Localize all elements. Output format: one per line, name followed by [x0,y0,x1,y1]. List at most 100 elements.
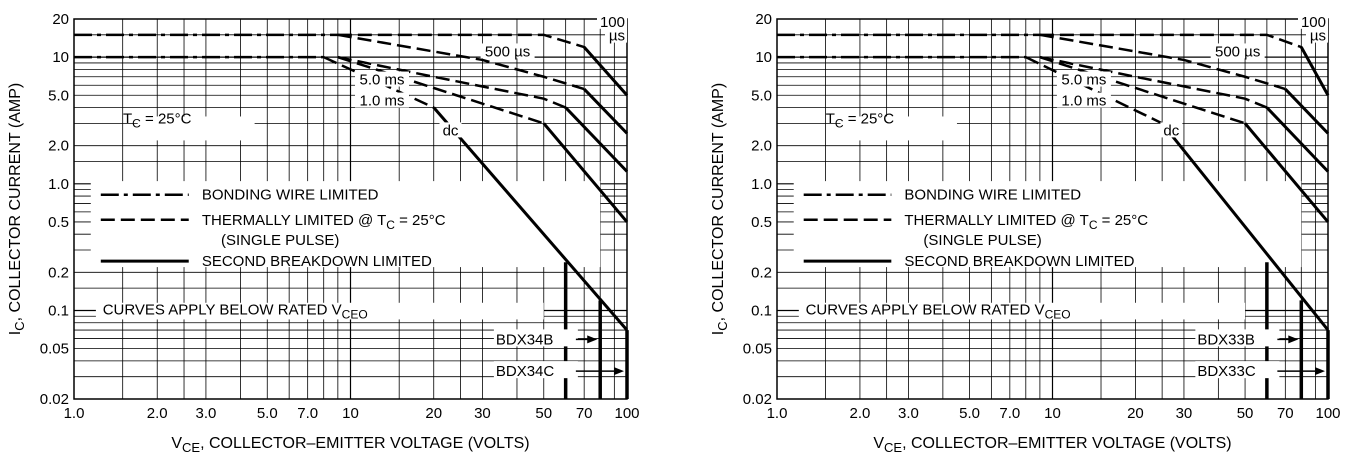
curve-label-bg [480,43,535,59]
x-tick-label: 20 [425,405,442,422]
legend-bonding-text: BONDING WIRE LIMITED [202,187,379,204]
tc-box [840,116,957,141]
x-tick-label: 1.0 [64,405,85,422]
curve-label-bg [1056,71,1111,87]
y-tick-label: 10 [52,49,69,66]
x-tick-label: 1.0 [767,405,788,422]
y-tick-label: 1.0 [48,176,69,193]
curve-500-s-solid [583,87,629,135]
y-tick-label: 0.1 [751,302,772,319]
curve-5-0-ms-solid [1265,106,1330,173]
curve-100-s-solid [1299,46,1330,96]
device-label: BDX34B [496,331,554,348]
curves-apply-note: CURVES APPLY BELOW RATED VCEO [806,301,1071,321]
curve-label: 5.0 ms [359,72,404,89]
x-tick-label: 3.0 [898,405,919,422]
plot-frame [776,18,1329,400]
curve-label: 100 [600,14,625,31]
x-tick-label: 70 [1277,405,1294,422]
curve-label: 5.0 ms [1061,72,1106,89]
device-label: BDX34C [496,363,555,380]
curve-5-0-ms-dash [337,55,567,109]
y-axis-label: IC, COLLECTOR CURRENT (AMP) [7,83,27,335]
x-axis-label: VCE, COLLECTOR–EMITTER VOLTAGE (VOLTS) [171,435,529,455]
x-tick-label: 100 [1315,405,1340,422]
x-tick-label: 10 [1044,405,1061,422]
device-arrow-head [1288,335,1299,344]
y-tick-label: 0.02 [743,391,772,408]
y-tick-label: 0.1 [48,302,69,319]
curve-5-0-ms-solid [564,106,629,173]
x-tick-label: 50 [1237,405,1254,422]
curve-label: 1.0 ms [1061,93,1106,110]
curve-label: 1.0 ms [359,93,404,110]
curve-label: µs [1310,28,1326,45]
device-label-bg [493,329,578,347]
curve-1-0-ms-dash [1039,55,1246,125]
y-tick-label: 1.0 [751,176,772,193]
curve-dc-dash [1025,56,1163,125]
x-tick-label: 30 [474,405,491,422]
legend-single-pulse: (SINGLE PULSE) [221,232,339,249]
curve-label-bg [1298,13,1328,29]
y-tick-label: 0.05 [743,341,772,358]
x-tick-label: 70 [576,405,593,422]
device-label-bg [1195,329,1280,347]
curve-label-bg [1160,122,1183,138]
curve-label: dc [1163,122,1179,139]
curve-label: 500 µs [485,43,530,60]
curve-1-0-ms-dash [337,55,545,125]
curve-label-bg [1210,43,1265,59]
legend-bonding-text: BONDING WIRE LIMITED [904,187,1081,204]
device-arrow-head [587,335,598,344]
curve-label-bg [597,13,627,29]
legend-thermal-text: THERMALLY LIMITED @ TC = 25°C [904,212,1148,232]
y-tick-label: 20 [755,11,772,28]
curve-label-bg [355,92,410,108]
curve-5-0-ms-dash [1039,55,1268,109]
y-tick-label: 0.5 [48,214,69,231]
x-tick-label: 7.0 [999,405,1020,422]
x-tick-label: 50 [535,405,552,422]
x-tick-label: 2.0 [850,405,871,422]
x-tick-label: 100 [614,405,639,422]
curve-500-s-solid [1284,87,1330,135]
legend-second-text: SECOND BREAKDOWN LIMITED [904,253,1134,270]
curve-label: 500 µs [1215,43,1260,60]
x-tick-label: 10 [342,405,359,422]
curve-dc-solid [432,106,629,332]
y-axis-label: IC, COLLECTOR CURRENT (AMP) [710,83,730,335]
x-tick-label: 7.0 [297,405,318,422]
device-label-bg [1195,361,1280,379]
curve-label-bg [1306,27,1328,43]
y-tick-label: 0.5 [751,214,772,231]
device-label: BDX33C [1197,363,1256,380]
y-tick-label: 5.0 [48,87,69,104]
y-tick-label: 0.2 [48,264,69,281]
x-tick-label: 30 [1176,405,1193,422]
x-tick-label: 3.0 [195,405,216,422]
x-tick-label: 20 [1127,405,1144,422]
curve-label: 100 [1301,14,1326,31]
device-label-bg [493,361,578,379]
curves-note-box [798,302,1246,320]
legend-thermal-text: THERMALLY LIMITED @ TC = 25°C [202,212,446,232]
curves-apply-note: CURVES APPLY BELOW RATED VCEO [103,301,368,321]
y-tick-label: 0.02 [40,391,69,408]
x-axis-label: VCE, COLLECTOR–EMITTER VOLTAGE (VOLTS) [873,435,1231,455]
y-tick-label: 0.05 [40,341,69,358]
device-arrow-head [614,367,624,376]
curve-dc-solid [1160,122,1330,332]
curve-500-s-dash [1039,33,1286,91]
curve-label-bg [355,71,410,87]
device-arrow-head [1315,367,1325,376]
y-tick-label: 2.0 [48,138,69,155]
x-tick-label: 5.0 [257,405,278,422]
x-tick-label: 2.0 [147,405,168,422]
tc-box [137,116,255,141]
tc-label: TC = 25°C [123,110,192,130]
curves-note-box [95,302,544,320]
curve-label-bg [439,122,462,138]
curve-1-0-ms-solid [542,122,629,223]
